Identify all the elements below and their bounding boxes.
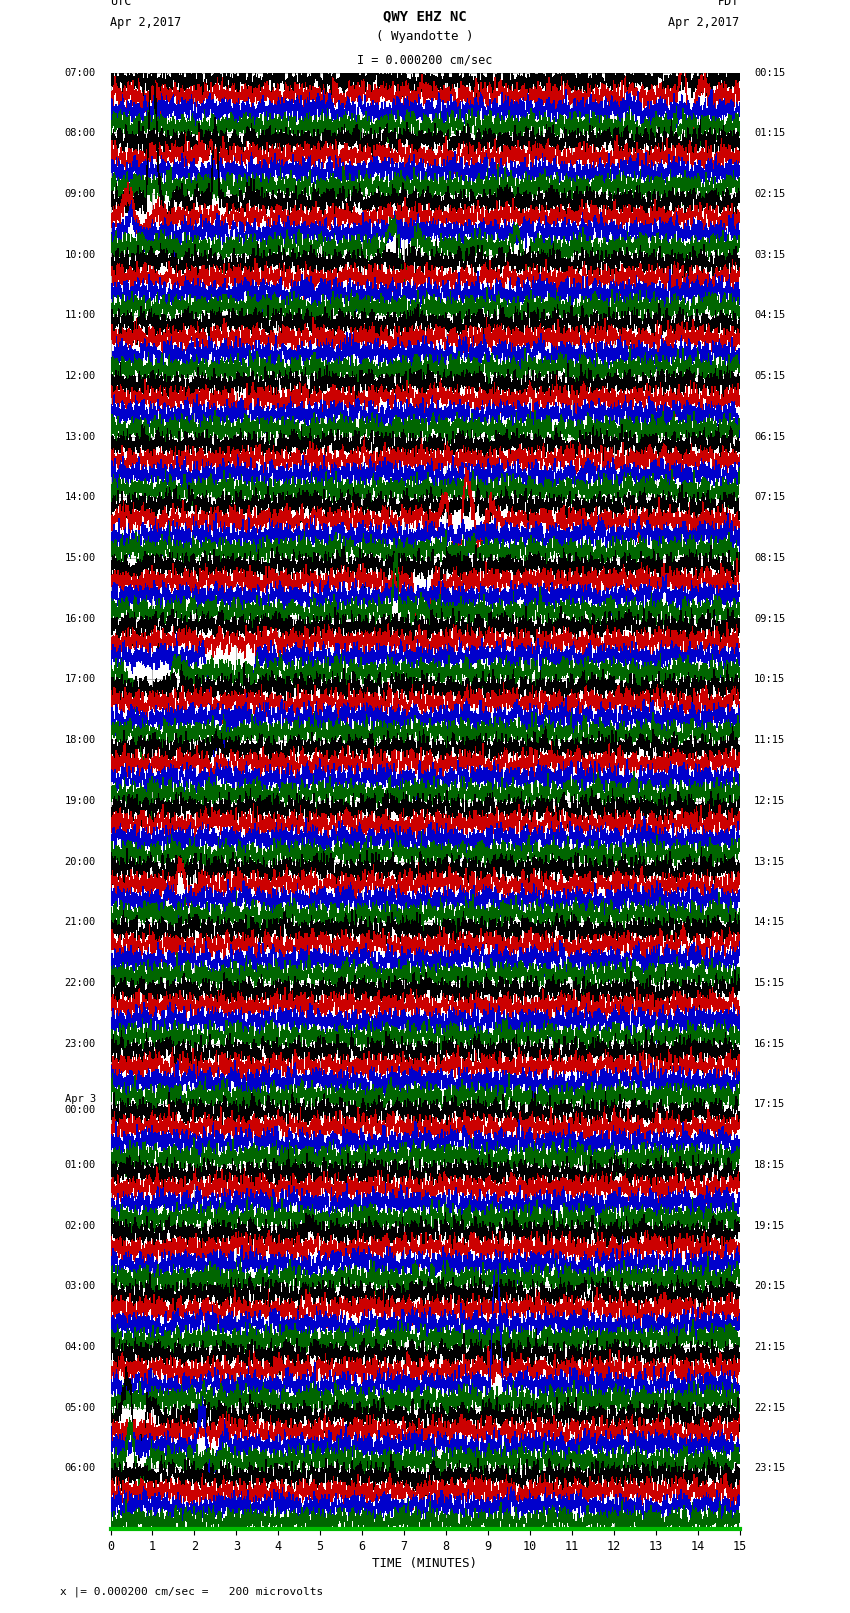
Text: 00:15: 00:15: [754, 68, 785, 77]
Text: 17:00: 17:00: [65, 674, 96, 684]
Text: ( Wyandotte ): ( Wyandotte ): [377, 31, 473, 44]
Text: 12:00: 12:00: [65, 371, 96, 381]
Text: 10:00: 10:00: [65, 250, 96, 260]
Text: 13:15: 13:15: [754, 857, 785, 866]
Text: 08:15: 08:15: [754, 553, 785, 563]
Text: 05:15: 05:15: [754, 371, 785, 381]
Text: 11:00: 11:00: [65, 310, 96, 321]
Text: 23:15: 23:15: [754, 1463, 785, 1473]
Text: Apr 2,2017: Apr 2,2017: [110, 16, 182, 29]
Text: 07:00: 07:00: [65, 68, 96, 77]
Text: 01:00: 01:00: [65, 1160, 96, 1169]
Text: 14:00: 14:00: [65, 492, 96, 502]
Text: 19:15: 19:15: [754, 1221, 785, 1231]
Text: 21:15: 21:15: [754, 1342, 785, 1352]
Text: 02:00: 02:00: [65, 1221, 96, 1231]
Text: PDT: PDT: [718, 0, 740, 8]
Text: 22:15: 22:15: [754, 1403, 785, 1413]
Text: QWY EHZ NC: QWY EHZ NC: [383, 10, 467, 23]
Text: 18:00: 18:00: [65, 736, 96, 745]
Text: 22:00: 22:00: [65, 977, 96, 987]
Text: 19:00: 19:00: [65, 795, 96, 806]
Text: 13:00: 13:00: [65, 432, 96, 442]
Text: 23:00: 23:00: [65, 1039, 96, 1048]
Text: x |= 0.000200 cm/sec =   200 microvolts: x |= 0.000200 cm/sec = 200 microvolts: [60, 1586, 323, 1597]
Text: 16:00: 16:00: [65, 615, 96, 624]
Text: 09:15: 09:15: [754, 615, 785, 624]
Text: 15:15: 15:15: [754, 977, 785, 987]
Text: Apr 2,2017: Apr 2,2017: [668, 16, 740, 29]
Text: 15:00: 15:00: [65, 553, 96, 563]
Text: UTC: UTC: [110, 0, 132, 8]
Text: Apr 3
00:00: Apr 3 00:00: [65, 1094, 96, 1115]
X-axis label: TIME (MINUTES): TIME (MINUTES): [372, 1557, 478, 1569]
Text: 03:15: 03:15: [754, 250, 785, 260]
Text: 14:15: 14:15: [754, 918, 785, 927]
Text: 06:15: 06:15: [754, 432, 785, 442]
Text: 02:15: 02:15: [754, 189, 785, 198]
Text: 20:15: 20:15: [754, 1281, 785, 1292]
Text: 01:15: 01:15: [754, 129, 785, 139]
Text: 04:15: 04:15: [754, 310, 785, 321]
Text: 10:15: 10:15: [754, 674, 785, 684]
Text: 06:00: 06:00: [65, 1463, 96, 1473]
Text: 21:00: 21:00: [65, 918, 96, 927]
Text: 12:15: 12:15: [754, 795, 785, 806]
Text: 05:00: 05:00: [65, 1403, 96, 1413]
Text: 07:15: 07:15: [754, 492, 785, 502]
Text: 04:00: 04:00: [65, 1342, 96, 1352]
Text: 16:15: 16:15: [754, 1039, 785, 1048]
Text: 18:15: 18:15: [754, 1160, 785, 1169]
Text: 11:15: 11:15: [754, 736, 785, 745]
Text: 03:00: 03:00: [65, 1281, 96, 1292]
Text: 20:00: 20:00: [65, 857, 96, 866]
Text: 09:00: 09:00: [65, 189, 96, 198]
Text: 08:00: 08:00: [65, 129, 96, 139]
Text: I = 0.000200 cm/sec: I = 0.000200 cm/sec: [357, 53, 493, 66]
Text: 17:15: 17:15: [754, 1100, 785, 1110]
